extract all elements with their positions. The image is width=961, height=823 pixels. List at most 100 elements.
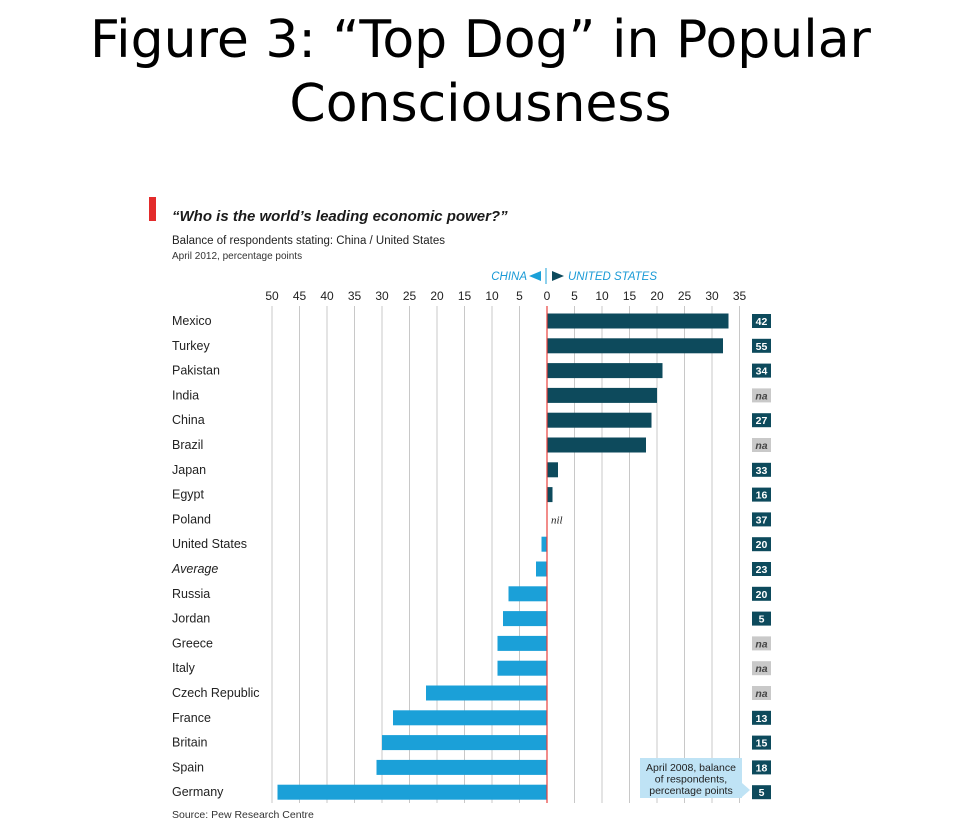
bar	[547, 437, 646, 453]
category-label: Mexico	[172, 314, 212, 328]
x-tick-label: 45	[293, 289, 307, 303]
category-label: Germany	[172, 785, 224, 799]
slide-title-line-1: Figure 3: “Top Dog” in Popular	[90, 10, 871, 70]
april-2008-badge	[752, 735, 771, 750]
category-label: United States	[172, 537, 247, 551]
april-2008-badge	[752, 512, 771, 527]
x-tick-label: 15	[623, 289, 637, 303]
april-2008-badge	[752, 537, 771, 552]
april-2008-badge-value: 55	[756, 341, 768, 353]
category-label: Czech Republic	[172, 686, 260, 700]
bar	[382, 735, 547, 751]
category-label: Egypt	[172, 488, 204, 502]
bar-value-label: nil	[551, 514, 563, 526]
april-2008-badge	[752, 636, 771, 651]
x-tick-label: 50	[265, 289, 279, 303]
bar	[547, 412, 652, 428]
accent-bar	[149, 197, 156, 221]
april-2008-badge	[752, 388, 771, 403]
category-label: Britain	[172, 736, 207, 750]
bar	[497, 660, 547, 676]
category-label: Brazil	[172, 438, 203, 452]
x-tick-label: 5	[571, 289, 578, 303]
chart-subtitle-date: April 2012, percentage points	[172, 251, 302, 262]
april-2008-badge-value: 20	[756, 589, 768, 601]
april-2008-badge-value: 15	[756, 738, 768, 750]
april-2008-badge-value: 37	[756, 514, 768, 526]
bar	[508, 586, 547, 602]
bar	[547, 363, 663, 379]
april-2008-badge-value: na	[755, 440, 767, 452]
x-axis-ticks: 50 45 40 35 30 25 20 15 10 5 0 5 10 15 20 25 30 35	[265, 289, 746, 303]
direction-china-label: CHINA	[491, 271, 527, 283]
category-label: Japan	[172, 463, 206, 477]
slide-title-line-2: Consciousness	[289, 74, 672, 134]
april-2008-badge-value: 5	[759, 614, 765, 626]
april-2008-badge	[752, 438, 771, 452]
source-note: Source: Pew Research Centre	[172, 809, 314, 821]
april-2008-badge-value: 20	[756, 539, 768, 551]
bar	[541, 536, 547, 552]
x-tick-label: 20	[430, 289, 444, 303]
x-tick-label: 10	[595, 289, 609, 303]
category-labels: Mexico Turkey Pakistan India China Brazil Japa…	[171, 314, 260, 799]
x-tick-label: 15	[458, 289, 472, 303]
bar	[426, 685, 547, 701]
note-line: percentage points	[649, 785, 732, 797]
note-box	[640, 758, 742, 798]
x-tick-label: 0	[544, 289, 551, 303]
april-2008-badge-value: 34	[756, 366, 768, 378]
april-2008-badge	[752, 586, 771, 601]
chart-title: “Who is the world’s leading economic pow…	[172, 208, 508, 225]
x-tick-label: 25	[678, 289, 692, 303]
april-2008-badge-value: 5	[759, 787, 765, 799]
gridlines	[271, 306, 740, 803]
bar	[547, 487, 553, 503]
april-2008-badge	[752, 785, 771, 800]
april-2008-badge	[752, 686, 771, 700]
bar	[547, 462, 558, 478]
x-tick-label: 10	[485, 289, 499, 303]
april-2008-badge-value: 13	[756, 713, 768, 725]
april-2008-badge-value: 33	[756, 465, 768, 477]
april-2008-badge	[752, 661, 771, 676]
bar	[393, 710, 547, 726]
april-2008-badge	[752, 760, 771, 775]
arrow-left-icon	[529, 271, 541, 281]
x-tick-label: 20	[650, 289, 664, 303]
april-2008-badge	[752, 413, 771, 428]
direction-labels: CHINA UNITED STATES	[491, 268, 657, 284]
bar	[376, 759, 547, 775]
category-label: Spain	[172, 760, 204, 774]
direction-us-label: UNITED STATES	[568, 271, 657, 283]
category-label: Greece	[172, 636, 213, 650]
category-label: Turkey	[172, 339, 210, 353]
category-label: Pakistan	[172, 364, 220, 378]
bar	[497, 635, 547, 651]
april-2008-badge	[752, 314, 771, 328]
april-2008-badge-value: na	[755, 688, 767, 700]
category-label: Russia	[172, 587, 210, 601]
april-2008-badge-value: 16	[756, 490, 768, 502]
april-2008-badge-value: 23	[756, 564, 768, 576]
note-line: April 2008, balance	[646, 762, 736, 774]
april-2008-badge	[752, 462, 771, 477]
april-2008-badge-value: 27	[756, 415, 768, 427]
x-tick-label: 5	[516, 289, 523, 303]
x-tick-label: 40	[320, 289, 334, 303]
note-line: of respondents,	[655, 774, 727, 786]
april-2008-badge	[752, 363, 771, 378]
april-2008-badge-value: na	[755, 663, 767, 675]
april-2008-badge	[752, 338, 771, 353]
april-2008-badge-value: na	[755, 390, 767, 402]
category-label: India	[172, 388, 199, 402]
bar	[547, 338, 723, 354]
category-label: Average	[171, 562, 218, 576]
april-2008-badge-value: na	[755, 638, 767, 650]
bar	[503, 611, 547, 627]
april-2008-badge-value: 42	[756, 316, 768, 328]
bar	[536, 561, 547, 577]
april-2008-badge	[752, 611, 771, 626]
category-label: Italy	[172, 661, 196, 675]
